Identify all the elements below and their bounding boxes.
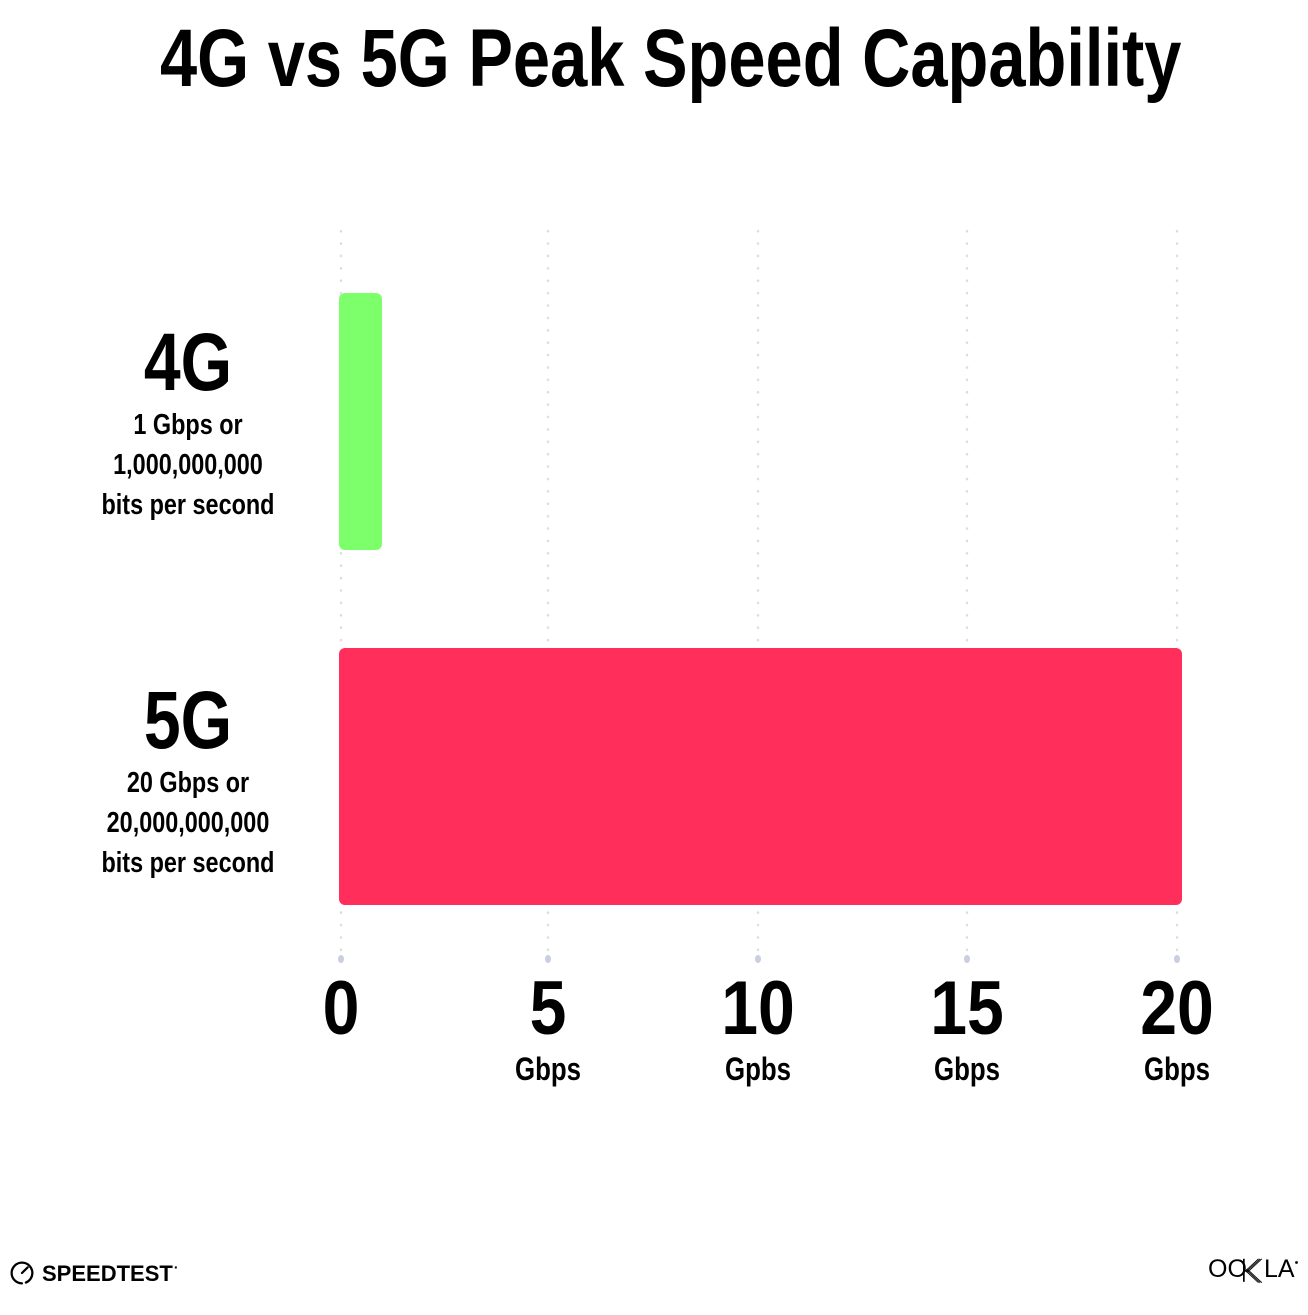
svg-text:OO: OO	[1208, 1256, 1247, 1283]
svg-text:LA: LA	[1264, 1256, 1295, 1283]
